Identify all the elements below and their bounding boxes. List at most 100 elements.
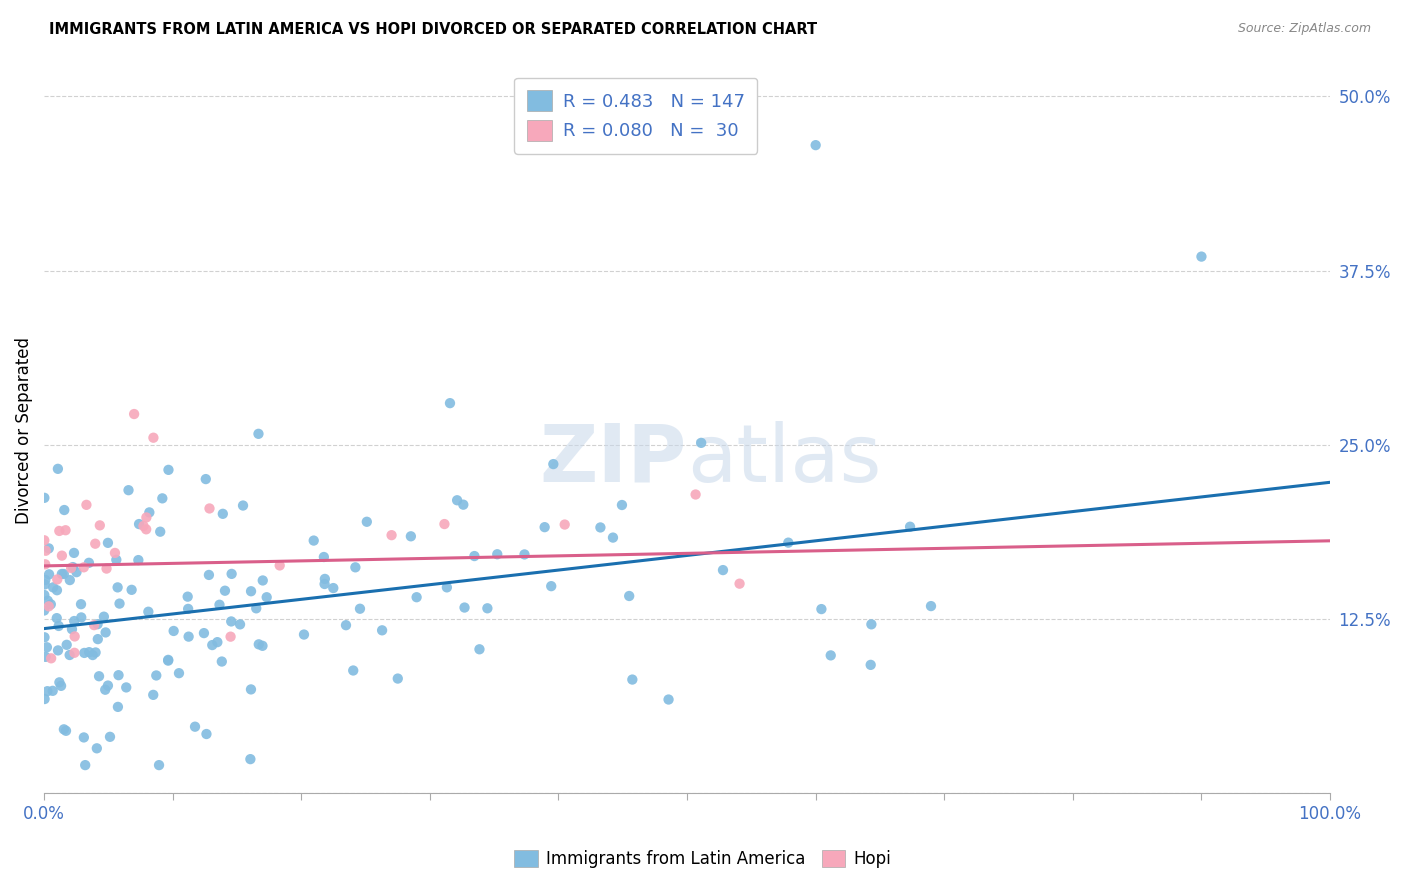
Point	[32, 603, 55, 617]
Text: Source: ZipAtlas.com: Source: ZipAtlas.com	[1237, 22, 1371, 36]
Point	[104, 546, 127, 560]
Point	[35, 640, 58, 655]
Point	[107, 668, 129, 682]
Point	[240, 584, 263, 599]
Point	[247, 637, 270, 651]
Point	[45, 611, 67, 625]
Point	[690, 435, 713, 450]
Point	[436, 580, 458, 594]
Point	[219, 630, 242, 644]
Point	[335, 618, 357, 632]
Point	[52, 723, 75, 737]
Point	[685, 487, 707, 501]
Point	[157, 653, 180, 667]
Point	[342, 664, 364, 678]
Point	[157, 463, 180, 477]
Point	[39, 597, 62, 611]
Point	[356, 515, 378, 529]
Point	[73, 560, 96, 574]
Point	[898, 519, 921, 533]
Point	[87, 669, 110, 683]
Point	[312, 549, 335, 564]
Point	[198, 501, 221, 516]
Point	[167, 666, 190, 681]
Point	[117, 483, 139, 498]
Point	[184, 720, 207, 734]
Point	[820, 648, 842, 663]
Point	[163, 624, 186, 638]
Point	[42, 580, 65, 594]
Point	[195, 727, 218, 741]
Point	[48, 619, 70, 633]
Point	[477, 601, 499, 615]
Point	[34, 533, 56, 548]
Point	[77, 645, 100, 659]
Point	[73, 731, 96, 745]
Point	[122, 407, 145, 421]
Point	[778, 535, 800, 549]
Point	[157, 654, 180, 668]
Point	[132, 519, 155, 533]
Point	[138, 505, 160, 519]
Point	[138, 605, 160, 619]
Point	[135, 510, 157, 524]
Point	[602, 531, 624, 545]
Point	[371, 624, 394, 638]
Point	[49, 679, 72, 693]
Point	[619, 589, 641, 603]
Point	[148, 758, 170, 772]
Point	[51, 566, 73, 581]
Point	[38, 567, 60, 582]
Point	[37, 593, 59, 607]
Point	[34, 573, 56, 587]
Point	[314, 577, 336, 591]
Point	[94, 682, 117, 697]
Point	[453, 600, 475, 615]
Point	[84, 645, 107, 659]
Point	[247, 426, 270, 441]
Point	[239, 682, 262, 697]
Point	[38, 541, 60, 556]
Point	[35, 543, 58, 558]
Point	[86, 617, 108, 632]
Point	[405, 591, 427, 605]
Text: IMMIGRANTS FROM LATIN AMERICA VS HOPI DIVORCED OR SEPARATED CORRELATION CHART: IMMIGRANTS FROM LATIN AMERICA VS HOPI DI…	[49, 22, 817, 37]
Point	[70, 597, 93, 611]
Point	[302, 533, 325, 548]
Point	[543, 457, 565, 471]
Point	[176, 590, 198, 604]
Point	[349, 601, 371, 615]
Point	[221, 566, 243, 581]
Point	[728, 576, 751, 591]
Point	[65, 565, 87, 579]
Point	[60, 622, 83, 636]
Point	[245, 601, 267, 615]
Legend: Immigrants from Latin America, Hopi: Immigrants from Latin America, Hopi	[508, 843, 898, 875]
Point	[322, 581, 344, 595]
Point	[804, 138, 827, 153]
Point	[344, 560, 367, 574]
Point	[252, 574, 274, 588]
Point	[34, 649, 56, 664]
Point	[177, 602, 200, 616]
Point	[34, 491, 56, 505]
Point	[41, 683, 63, 698]
Point	[115, 681, 138, 695]
Point	[34, 577, 56, 591]
Point	[194, 472, 217, 486]
Point	[128, 517, 150, 532]
Point	[77, 556, 100, 570]
Point	[46, 462, 69, 476]
Point	[453, 498, 475, 512]
Point	[810, 602, 832, 616]
Point	[59, 648, 82, 662]
Point	[107, 699, 129, 714]
Point	[920, 599, 942, 613]
Point	[292, 627, 315, 641]
Point	[55, 638, 77, 652]
Point	[70, 610, 93, 624]
Point	[439, 396, 461, 410]
Y-axis label: Divorced or Separated: Divorced or Separated	[15, 337, 32, 524]
Point	[711, 563, 734, 577]
Point	[87, 632, 110, 647]
